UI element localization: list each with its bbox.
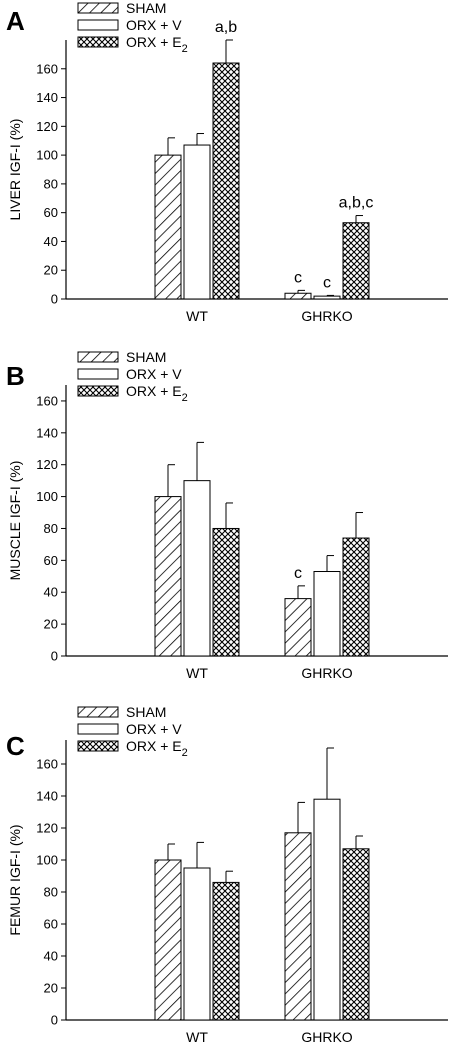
panel-letter: B [6, 361, 25, 391]
y-tick-label: 60 [44, 205, 58, 220]
y-tick-label: 20 [44, 981, 58, 996]
legend-label: ORX + E2 [126, 383, 188, 404]
y-tick-label: 160 [36, 757, 58, 772]
y-axis-label: LIVER IGF-I (%) [7, 119, 23, 221]
y-tick-label: 80 [44, 521, 58, 536]
y-axis-label: FEMUR IGF-I (%) [7, 824, 23, 935]
x-tick-label: GHRKO [301, 665, 352, 681]
y-tick-label: 120 [36, 821, 58, 836]
legend-swatch [77, 706, 119, 718]
bar [342, 537, 370, 657]
legend-swatch [77, 2, 119, 14]
y-tick-label: 20 [44, 617, 58, 632]
significance-label: c [323, 274, 331, 291]
bar [313, 571, 341, 657]
legend-swatch [77, 385, 119, 397]
y-tick-label: 120 [36, 457, 58, 472]
y-tick-label: 40 [44, 234, 58, 249]
panel-letter: A [6, 6, 25, 36]
y-tick-label: 0 [51, 292, 58, 307]
legend-label: ORX + V [126, 17, 182, 33]
bar [313, 295, 341, 300]
y-tick-label: 20 [44, 263, 58, 278]
y-tick-label: 140 [36, 425, 58, 440]
y-tick-label: 120 [36, 119, 58, 134]
legend-label: ORX + V [126, 366, 182, 382]
x-tick-label: WT [186, 308, 208, 324]
legend-swatch [77, 19, 119, 31]
y-tick-label: 0 [51, 1013, 58, 1028]
bar [313, 798, 341, 1021]
y-tick-label: 100 [36, 148, 58, 163]
legend-swatch [77, 723, 119, 735]
bar [284, 598, 312, 657]
y-tick-label: 40 [44, 949, 58, 964]
y-tick-label: 80 [44, 176, 58, 191]
bar [342, 222, 370, 300]
legend-label: ORX + V [126, 721, 182, 737]
x-tick-label: GHRKO [301, 308, 352, 324]
legend-label: SHAM [126, 0, 166, 16]
y-tick-label: 80 [44, 885, 58, 900]
significance-label: c [294, 269, 302, 286]
bar [154, 859, 182, 1021]
bar [212, 62, 240, 300]
bar [183, 144, 211, 300]
legend-swatch [77, 36, 119, 48]
y-tick-label: 140 [36, 789, 58, 804]
bar [212, 881, 240, 1021]
y-tick-label: 160 [36, 61, 58, 76]
x-tick-label: GHRKO [301, 1029, 352, 1045]
bar [183, 867, 211, 1021]
bar [284, 832, 312, 1021]
bar [154, 154, 182, 300]
y-tick-label: 60 [44, 553, 58, 568]
y-tick-label: 40 [44, 585, 58, 600]
bar [154, 496, 182, 657]
bar [183, 480, 211, 657]
legend-label: ORX + E2 [126, 738, 188, 759]
significance-label: a,b [215, 19, 237, 36]
x-tick-label: WT [186, 665, 208, 681]
bar [284, 292, 312, 300]
legend-label: SHAM [126, 349, 166, 365]
legend-label: ORX + E2 [126, 34, 188, 55]
panel-letter: C [6, 731, 25, 761]
x-tick-label: WT [186, 1029, 208, 1045]
y-tick-label: 140 [36, 90, 58, 105]
significance-label: a,b,c [339, 195, 374, 212]
bar [342, 848, 370, 1021]
y-tick-label: 0 [51, 649, 58, 664]
legend-swatch [77, 351, 119, 363]
legend-label: SHAM [126, 704, 166, 720]
significance-label: c [294, 565, 302, 582]
y-tick-label: 100 [36, 489, 58, 504]
legend-swatch [77, 368, 119, 380]
legend-swatch [77, 740, 119, 752]
y-tick-label: 100 [36, 853, 58, 868]
bar [212, 527, 240, 657]
y-tick-label: 160 [36, 393, 58, 408]
y-tick-label: 60 [44, 917, 58, 932]
y-axis-label: MUSCLE IGF-I (%) [7, 461, 23, 581]
